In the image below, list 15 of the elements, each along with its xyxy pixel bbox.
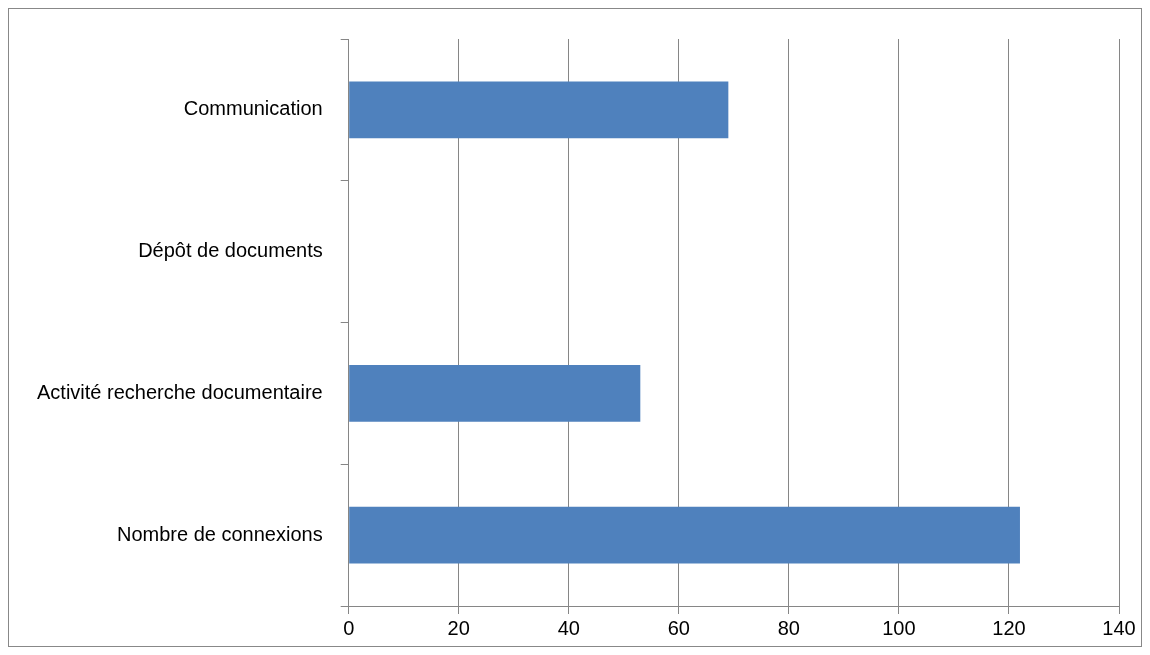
y-tick-label: Communication <box>183 97 323 120</box>
x-tick-label: 120 <box>992 616 1026 639</box>
x-tick-label: 140 <box>1102 616 1136 639</box>
bar <box>349 81 729 139</box>
y-tick-label: Dépôt de documents <box>138 239 323 262</box>
y-tick-label: Activité recherche documentaire <box>36 380 323 403</box>
y-tick-label: Nombre de connexions <box>117 522 323 545</box>
x-tick-label: 60 <box>667 616 690 639</box>
x-tick-label: 100 <box>882 616 916 639</box>
x-tick-label: 40 <box>557 616 580 639</box>
x-tick-label: 0 <box>343 616 355 639</box>
bar <box>349 365 641 422</box>
bar <box>349 506 1020 564</box>
x-tick-label: 20 <box>447 616 470 639</box>
x-tick-label: 80 <box>777 616 800 639</box>
